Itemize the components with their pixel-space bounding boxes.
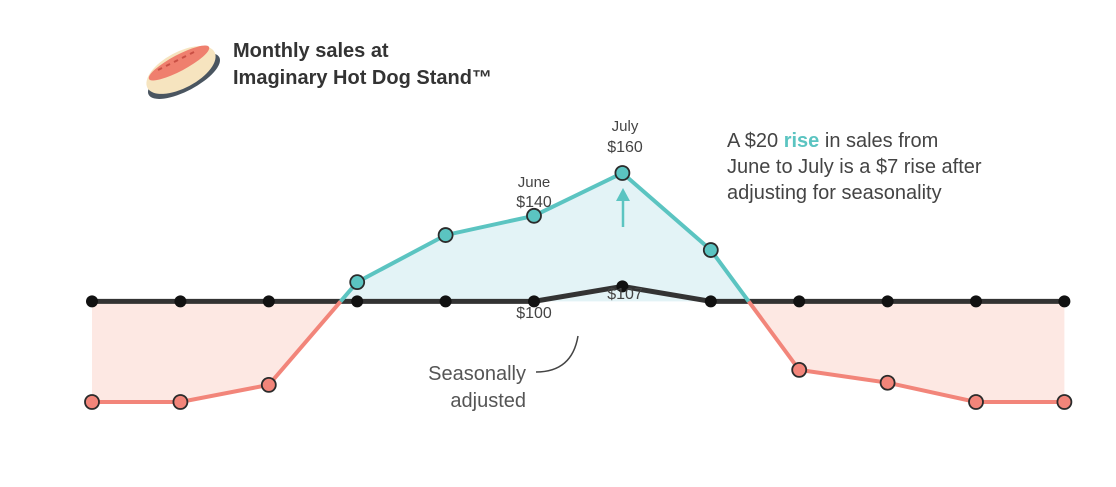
- adjusted-point-nov: [970, 295, 982, 308]
- annotation-line-1: A $20 rise in sales from: [727, 130, 938, 152]
- adjusted-point-jan: [86, 295, 98, 308]
- seasonally-adjusted-line: [92, 283, 1065, 304]
- adjusted-point-apr: [351, 295, 364, 308]
- series-label-line-2: adjusted: [450, 390, 526, 412]
- adjusted-point-feb: [174, 295, 187, 308]
- adjusted-point-may: [439, 295, 452, 308]
- actual-point-dec: [1056, 394, 1073, 410]
- below-baseline-area: [92, 301, 1065, 402]
- series-label-line-1: Seasonally: [428, 363, 526, 385]
- actual-sales-line-segment: [92, 300, 343, 404]
- july-adjusted-value-label: $107: [607, 286, 643, 303]
- above-baseline-area: [340, 173, 749, 302]
- adjusted-point-mar: [262, 295, 275, 308]
- july-value-label: $160: [607, 139, 643, 156]
- june-adjusted-value-label: $100: [516, 305, 552, 322]
- chart-title-line-2: Imaginary Hot Dog Stand™: [233, 67, 492, 89]
- actual-point-aug: [702, 242, 719, 258]
- annotation-line-2: June to July is a $7 rise after: [727, 156, 982, 178]
- actual-point-mar: [260, 376, 277, 393]
- actual-point-apr: [349, 274, 366, 291]
- annotation-text: A $20: [727, 130, 784, 152]
- up-arrow-icon: [616, 188, 630, 227]
- adjusted-point-jun: [528, 295, 540, 308]
- hot-dog-icon: [146, 45, 221, 99]
- actual-point-nov: [968, 394, 984, 410]
- actual-point-sep: [791, 361, 808, 378]
- chart-title-line-1: Monthly sales at: [233, 40, 389, 62]
- actual-point-oct: [879, 374, 896, 391]
- seasonally-adjusted-points: [86, 280, 1071, 308]
- adjusted-point-dec: [1058, 295, 1071, 308]
- actual-point-may: [437, 227, 454, 243]
- adjusted-point-oct: [881, 295, 894, 308]
- july-month-label: July: [612, 118, 639, 135]
- annotation-emphasis: rise: [784, 130, 820, 152]
- june-month-label: June: [518, 174, 551, 191]
- annotation-line-3: adjusting for seasonality: [727, 182, 942, 204]
- adjusted-point-jul: [616, 280, 629, 293]
- actual-point-jun: [526, 207, 542, 224]
- annotation-text: in sales from: [819, 130, 938, 152]
- adjusted-point-sep: [793, 295, 806, 308]
- actual-point-jul: [614, 165, 631, 181]
- adjusted-point-aug: [704, 295, 717, 308]
- actual-point-jan: [84, 394, 100, 410]
- actual-sales-points: [84, 165, 1073, 410]
- june-value-label: $140: [516, 194, 552, 211]
- actual-point-feb: [172, 394, 189, 410]
- series-label-leader-line: [535, 335, 579, 373]
